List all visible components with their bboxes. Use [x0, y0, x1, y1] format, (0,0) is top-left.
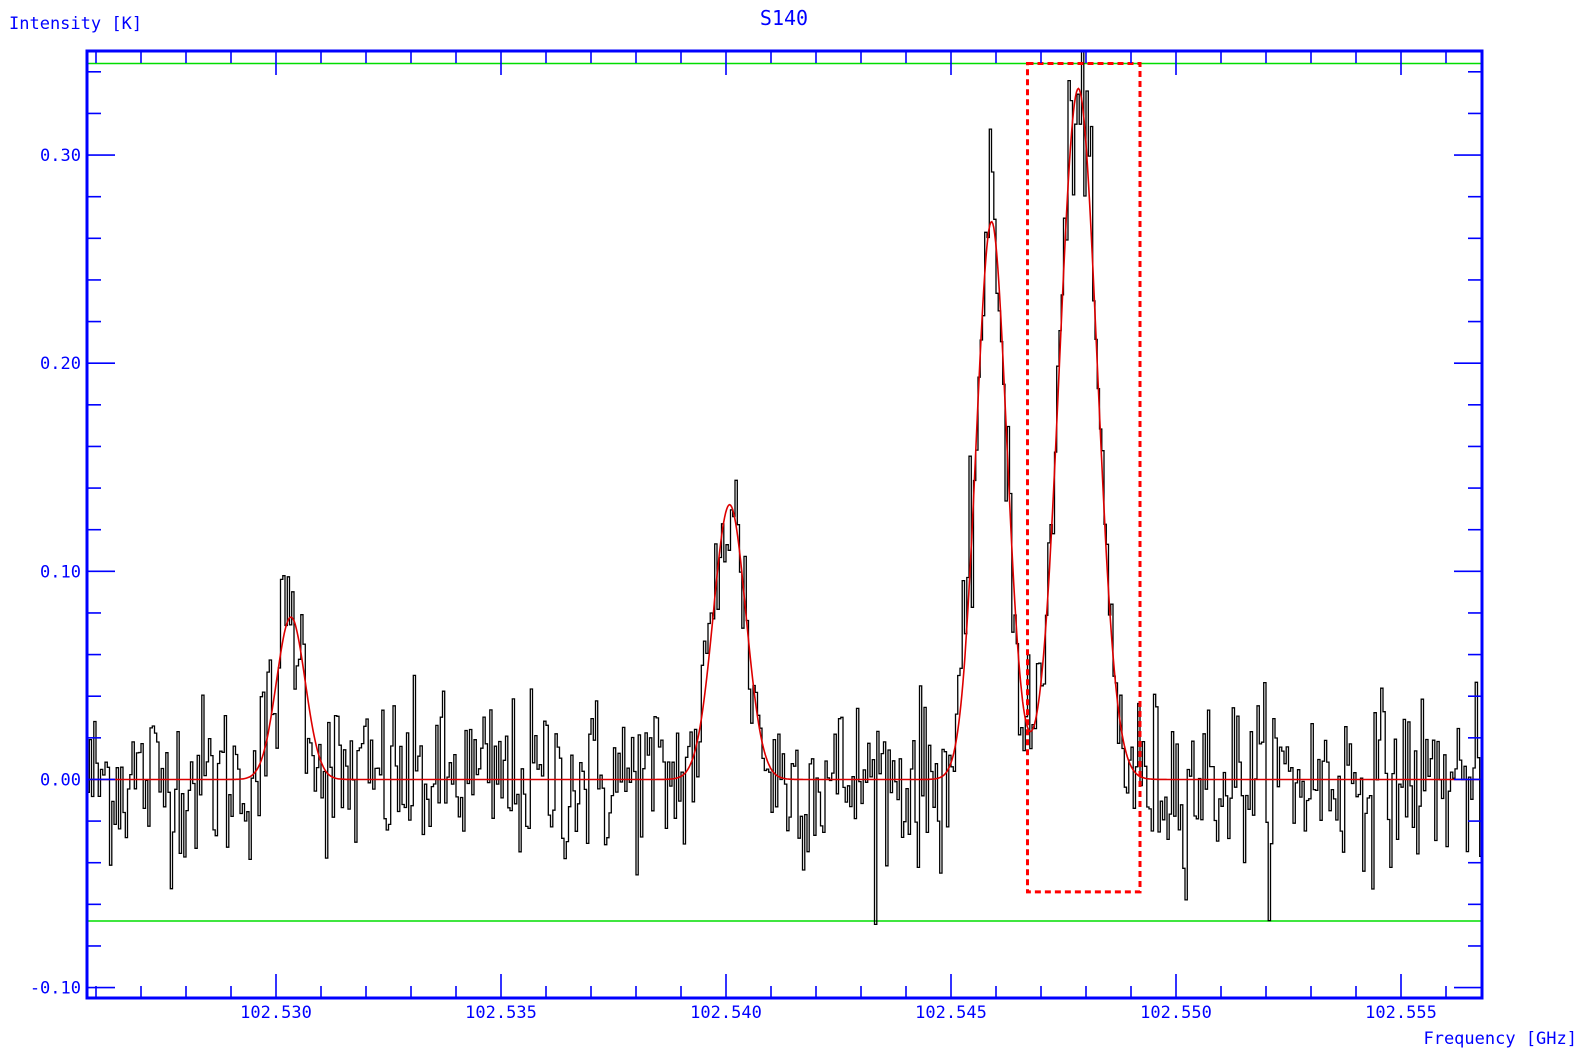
- x-tick-label: 102.550: [1140, 1003, 1212, 1023]
- x-axis-label: Frequency [GHz]: [1423, 1029, 1577, 1049]
- y-axis-label: Intensity [K]: [9, 14, 142, 34]
- x-tick-label: 102.530: [240, 1003, 312, 1023]
- plot-frame: [85, 49, 1484, 1000]
- x-tick-label: 102.545: [915, 1003, 987, 1023]
- gaussian-fit-line: [87, 87, 1482, 781]
- axes-layer: 102.530 102.535 102.540 102.545 102.550 102.5…: [30, 51, 1482, 1023]
- chart-title: S140: [760, 6, 808, 30]
- plot-area: [87, 51, 1482, 926]
- x-tick-label: 102.535: [465, 1003, 537, 1023]
- y-tick-label: 0.30: [40, 146, 81, 166]
- y-tick-label: 0.10: [40, 562, 81, 582]
- y-tick-label: 0.20: [40, 354, 81, 374]
- y-tick-label: -0.10: [30, 979, 81, 999]
- spectrum-line: [87, 51, 1482, 926]
- x-tick-label: 102.540: [690, 1003, 762, 1023]
- y-tick-label: 0.00: [40, 770, 81, 790]
- x-tick-label: 102.555: [1365, 1003, 1437, 1023]
